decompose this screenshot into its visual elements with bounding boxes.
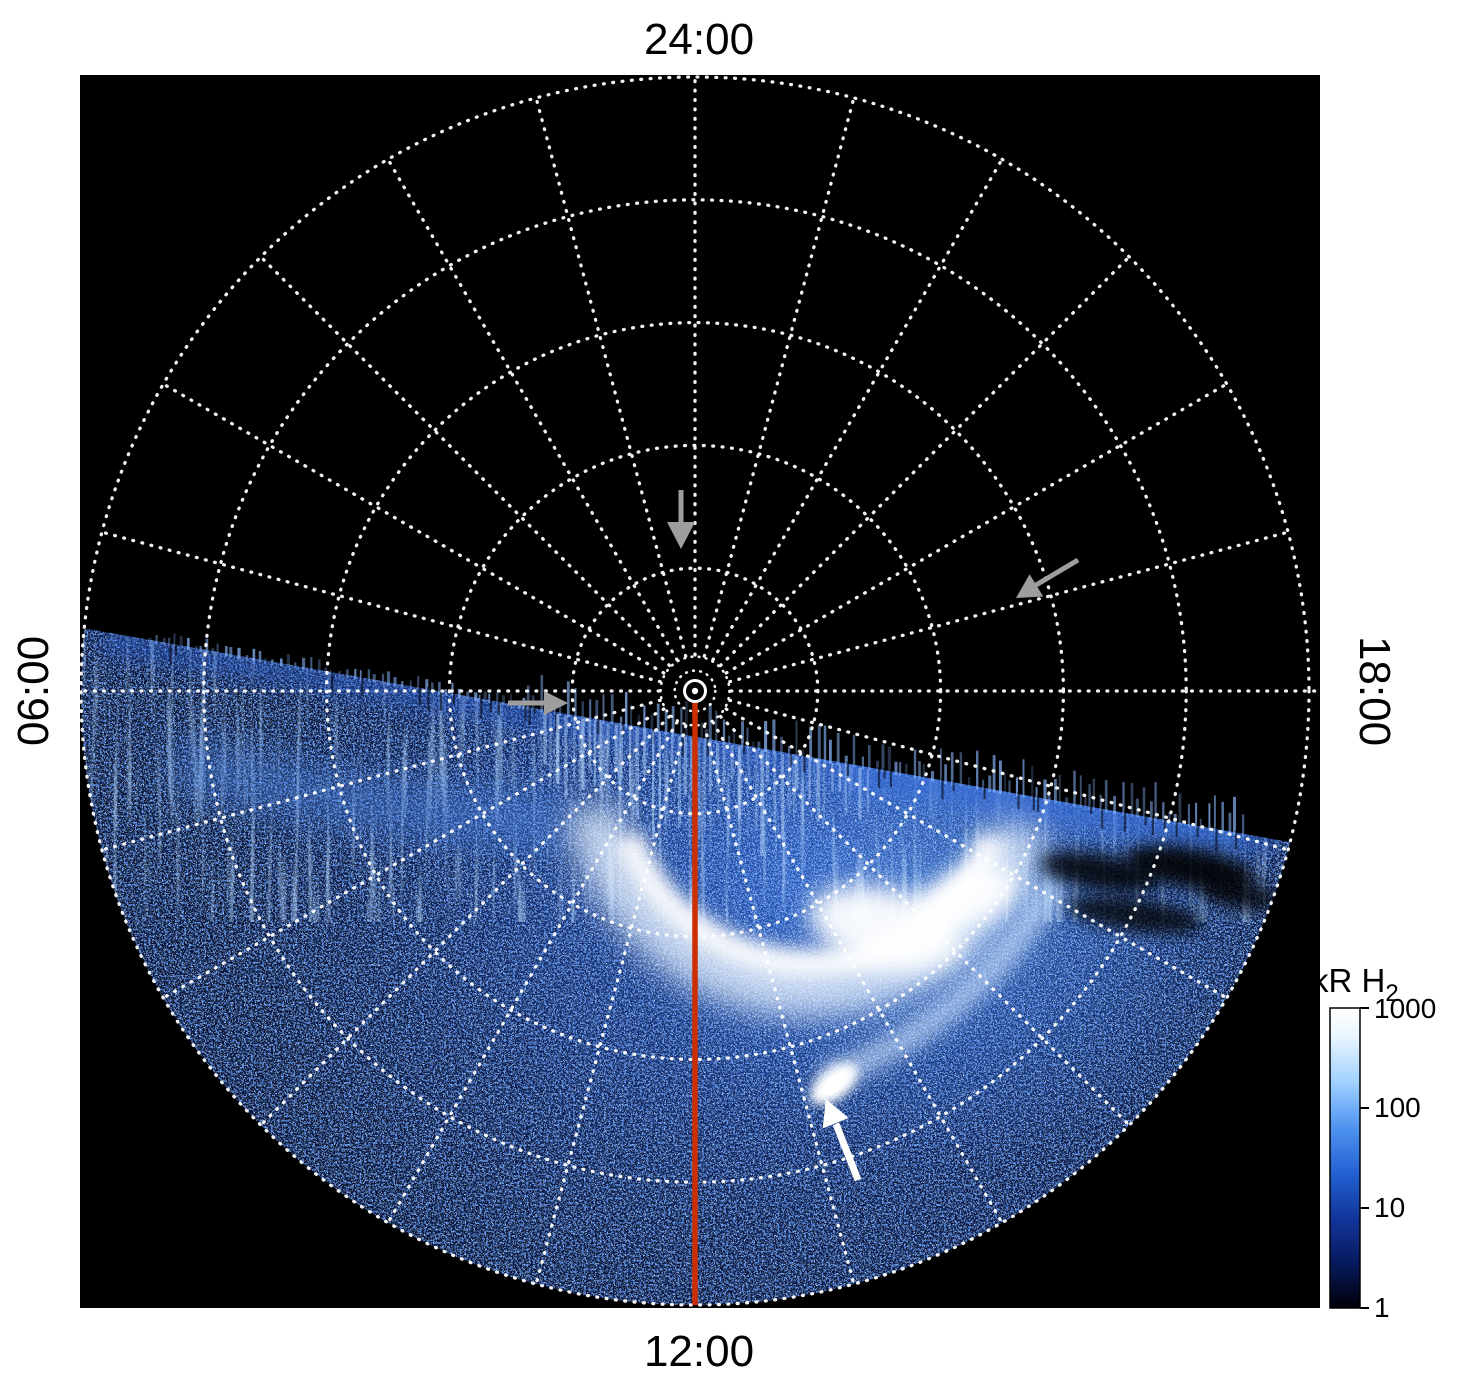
grid-ring: [324, 320, 1066, 1062]
grid-spoke: [100, 530, 662, 684]
gray-arrow-down-left: [1016, 557, 1080, 598]
polar-grid: [80, 75, 1320, 1308]
grid-spoke: [386, 720, 679, 1225]
colorbar-title: kR H2: [1312, 962, 1399, 1007]
clock-label-bottom: 12:00: [644, 1327, 754, 1376]
grid-spoke: [386, 157, 679, 662]
grid-spoke: [728, 698, 1290, 852]
colorbar-tick-label: 10: [1374, 1192, 1405, 1223]
grid-spoke: [702, 96, 856, 658]
grid-spoke: [161, 707, 666, 1000]
white-arrow: [822, 1099, 862, 1182]
gray-arrow-down: [667, 490, 695, 549]
pole-marker: [683, 679, 707, 703]
dawn-band: [167, 735, 566, 850]
grid-spoke: [711, 720, 1004, 1225]
grid-spoke: [724, 382, 1229, 675]
grid-spoke: [534, 96, 688, 658]
gray-arrow-right: [508, 691, 568, 715]
clock-label-right: 18:00: [1350, 636, 1399, 746]
grid-ring: [80, 75, 1311, 1307]
grid-spoke: [711, 157, 1004, 662]
grid-spoke: [724, 707, 1229, 1000]
grid-inner-ring: [673, 669, 717, 713]
gray-arrows: [508, 490, 1080, 715]
colorbar-tick-label: 1: [1374, 1292, 1390, 1323]
grid-spoke: [718, 255, 1131, 668]
grid-spoke: [259, 255, 672, 668]
grid-spoke: [534, 724, 688, 1286]
colorbar: kR H2 1000 100 10 1: [1312, 962, 1436, 1323]
clock-label-top: 24:00: [644, 15, 754, 64]
grid-spoke: [259, 714, 672, 1127]
grid-spoke: [702, 724, 856, 1286]
colorbar-tick-label: 1000: [1374, 993, 1436, 1024]
colorbar-gradient: [1329, 1007, 1361, 1309]
outer-dusk-arc: [817, 875, 1066, 1090]
colorbar-tick-label: 100: [1374, 1092, 1421, 1123]
clock-label-left: 06:00: [9, 636, 58, 746]
grid-spoke: [718, 714, 1131, 1127]
grid-spoke: [161, 382, 666, 675]
grid-spoke: [728, 530, 1290, 684]
grid-spoke: [100, 698, 662, 852]
